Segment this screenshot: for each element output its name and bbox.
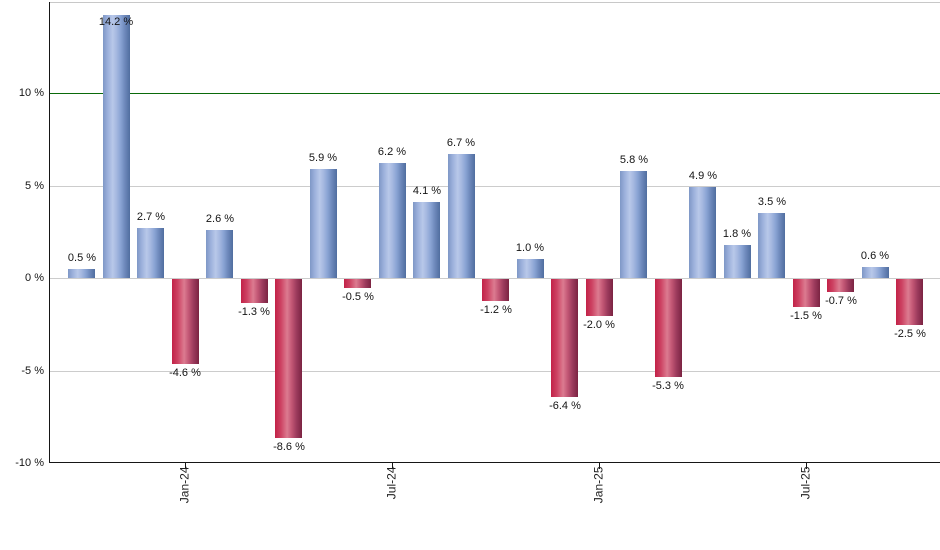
positive-bar-4 [206,230,233,278]
positive-bar-1 [103,15,130,278]
x-axis-label-Jan-25: Jan-25 [591,466,606,504]
positive-bar-13 [517,259,544,278]
gridline-0pct [49,278,940,279]
negative-bar-8 [344,279,371,288]
bar-value-label-11: 6.7 % [446,137,476,149]
x-axis-label-Jul-24: Jul-24 [384,466,399,500]
bar-value-label-3: -4.6 % [169,367,201,379]
positive-bar-9 [379,163,406,278]
bar-value-label-4: 2.6 % [205,213,235,225]
positive-bar-7 [310,169,337,278]
bar-value-label-15: -2.0 % [583,319,615,331]
bar-value-label-13: 1.0 % [515,242,545,254]
bar-value-label-17: -5.3 % [652,380,684,392]
bar-value-label-1: 14.2 % [98,16,134,28]
positive-bar-23 [862,267,889,278]
y-axis-label--10: -10 % [15,457,44,469]
positive-bar-11 [448,154,475,278]
positive-bar-19 [724,245,751,278]
bar-value-label-9: 6.2 % [377,146,407,158]
x-tick-Jul-24 [392,463,393,469]
bar-value-label-10: 4.1 % [412,185,442,197]
y-axis-label-0: 0 % [25,272,44,284]
bar-value-label-24: -2.5 % [894,328,926,340]
bar-value-label-5: -1.3 % [238,306,270,318]
bar-value-label-23: 0.6 % [860,250,890,262]
gridline-5pct [49,186,940,187]
positive-bar-0 [68,269,95,278]
x-axis-line [49,462,940,463]
x-tick-Jul-25 [806,463,807,469]
negative-bar-14 [551,279,578,397]
bar-value-label-6: -8.6 % [273,441,305,453]
bar-value-label-2: 2.7 % [136,211,166,223]
bar-value-label-19: 1.8 % [722,228,752,240]
y-axis-label-5: 5 % [25,180,44,192]
y-axis-line [49,2,50,462]
negative-bar-6 [275,279,302,438]
positive-bar-18 [689,187,716,278]
negative-bar-12 [482,279,509,301]
bar-value-label-16: 5.8 % [619,154,649,166]
negative-bar-3 [172,279,199,364]
bar-value-label-20: 3.5 % [757,196,787,208]
bar-value-label-12: -1.2 % [480,304,512,316]
positive-bar-10 [413,202,440,278]
x-axis-label-Jan-24: Jan-24 [177,466,192,504]
bar-value-label-8: -0.5 % [342,291,374,303]
positive-bar-2 [137,228,164,278]
gridline--5pct [49,371,940,372]
x-tick-Jan-25 [599,463,600,469]
positive-bar-20 [758,213,785,278]
negative-bar-5 [241,279,268,303]
x-axis-label-Jul-25: Jul-25 [798,466,813,500]
x-tick-Jan-24 [185,463,186,469]
negative-bar-17 [655,279,682,377]
y-axis-label-10: 10 % [18,87,44,99]
positive-bar-16 [620,171,647,278]
negative-bar-21 [793,279,820,307]
negative-bar-24 [896,279,923,325]
negative-bar-15 [586,279,613,316]
bar-value-label-18: 4.9 % [688,170,718,182]
plot-top-border [49,2,940,3]
benchmark-line-10pct [49,93,940,94]
negative-bar-22 [827,279,854,292]
bar-value-label-22: -0.7 % [825,295,857,307]
bar-value-label-21: -1.5 % [790,310,822,322]
bar-value-label-0: 0.5 % [67,252,97,264]
bar-value-label-14: -6.4 % [549,400,581,412]
y-axis-label--5: -5 % [21,365,44,377]
bar-value-label-7: 5.9 % [308,152,338,164]
